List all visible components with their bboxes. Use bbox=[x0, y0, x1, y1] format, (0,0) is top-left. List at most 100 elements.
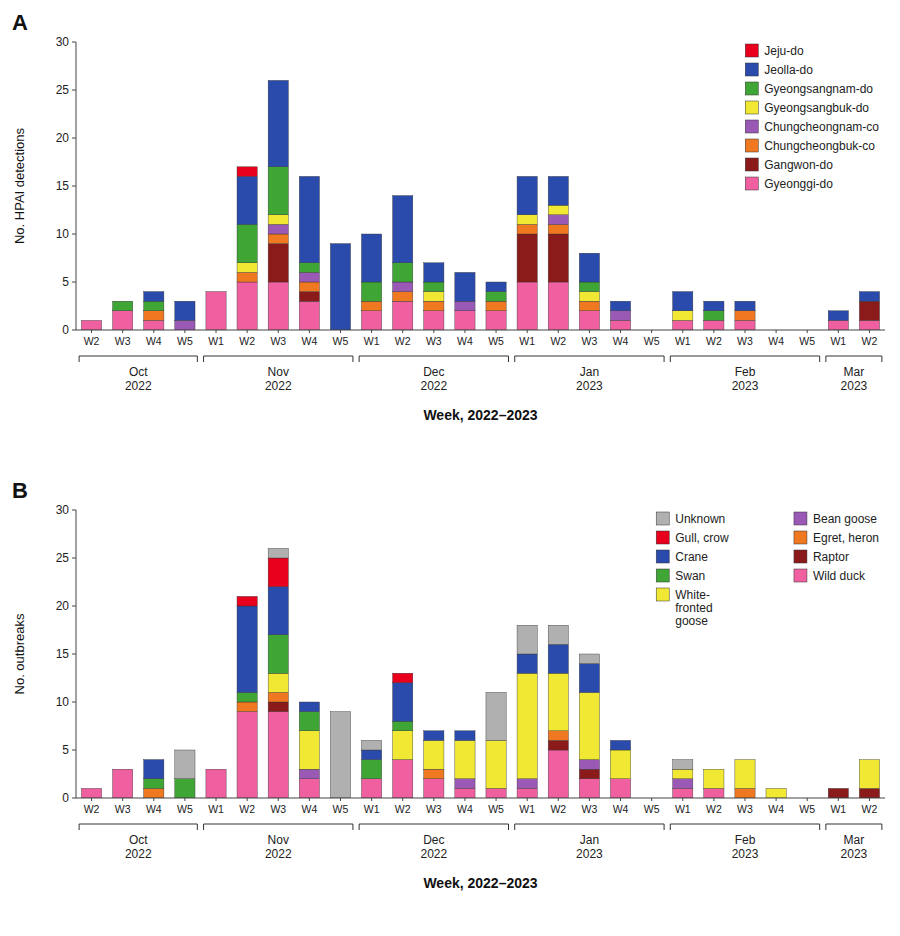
x-tick bbox=[807, 798, 808, 801]
legend-swatch bbox=[794, 550, 807, 563]
bar-segment bbox=[268, 80, 288, 166]
group-label-line: Feb bbox=[735, 365, 756, 379]
bar-segment bbox=[237, 596, 257, 597]
bar-segment bbox=[828, 311, 848, 321]
bar-segment bbox=[859, 759, 879, 760]
bar-segment bbox=[735, 760, 755, 789]
x-tick-label: W5 bbox=[333, 803, 349, 815]
bar-segment bbox=[455, 740, 475, 778]
bar-segment bbox=[144, 292, 164, 302]
bar-segment bbox=[548, 176, 568, 205]
bar-segment bbox=[610, 320, 630, 330]
x-tick bbox=[869, 798, 870, 801]
group-bracket-end bbox=[359, 824, 360, 830]
legend-swatch bbox=[794, 569, 807, 582]
legend-label: Jeju-do bbox=[764, 44, 804, 58]
bar-segment bbox=[237, 167, 257, 177]
bar-segment bbox=[299, 272, 319, 282]
x-axis-line bbox=[76, 798, 885, 799]
group-label-line: 2022 bbox=[420, 379, 447, 393]
bar-segment bbox=[610, 740, 630, 741]
x-tick bbox=[558, 330, 559, 333]
bar-segment bbox=[237, 596, 257, 606]
x-tick bbox=[651, 330, 652, 333]
bar-segment bbox=[735, 759, 755, 760]
legend: UnknownGull, crowCraneSwanWhite-frontedg… bbox=[656, 512, 879, 628]
x-tick bbox=[464, 330, 465, 333]
legend-label-line: Swan bbox=[675, 569, 705, 583]
bar-segment bbox=[424, 730, 444, 731]
bar-segment bbox=[579, 779, 599, 798]
bar-segment bbox=[299, 176, 319, 262]
bar-segment bbox=[113, 769, 133, 770]
legend-label: Chungcheongnam-co bbox=[764, 120, 879, 134]
bar-segment bbox=[735, 301, 755, 311]
bar-segment bbox=[859, 301, 879, 320]
group-label: Mar2023 bbox=[841, 833, 868, 861]
bar-segment bbox=[579, 282, 599, 292]
bar-segment bbox=[828, 788, 848, 789]
legend-column: Jeju-doJeolla-doGyeongsangnam-doGyeongsa… bbox=[745, 44, 879, 191]
group-label-line: 2023 bbox=[576, 379, 603, 393]
group-label-line: Jan bbox=[580, 833, 599, 847]
x-tick-label: W3 bbox=[270, 803, 286, 815]
bar-segment bbox=[455, 788, 475, 798]
x-tick-label: W5 bbox=[644, 803, 660, 815]
bar-segment bbox=[517, 234, 537, 282]
group-bracket-end bbox=[79, 356, 80, 362]
bar-segment bbox=[424, 730, 444, 731]
legend-swatch bbox=[745, 158, 758, 171]
bars bbox=[81, 80, 879, 330]
bar-segment bbox=[517, 654, 537, 673]
bar-segment bbox=[113, 769, 133, 798]
legend-label: Egret, heron bbox=[813, 531, 879, 545]
bar-segment bbox=[361, 234, 381, 282]
x-tick-label: W4 bbox=[457, 803, 473, 815]
bar-segment bbox=[237, 263, 257, 273]
group-label: Jan2023 bbox=[576, 833, 603, 861]
bar-segment bbox=[455, 272, 475, 273]
group-label-line: Jan bbox=[580, 365, 599, 379]
x-tick bbox=[776, 798, 777, 801]
bar-segment bbox=[579, 253, 599, 282]
panel: 051015202530W2W3W4W5W1W2W3W4W5W1W2W3W4W5… bbox=[12, 478, 885, 891]
y-tick bbox=[72, 90, 76, 91]
x-tick bbox=[433, 798, 434, 801]
bar-segment bbox=[361, 760, 381, 779]
legend-label-line: Wild duck bbox=[813, 569, 866, 583]
bar-segment bbox=[610, 740, 630, 750]
bar-segment bbox=[424, 263, 444, 282]
group-label-line: Mar bbox=[844, 365, 865, 379]
group-label-line: Dec bbox=[423, 365, 444, 379]
x-tick-label: W2 bbox=[862, 335, 878, 347]
bar-segment bbox=[859, 759, 879, 760]
bar-segment bbox=[206, 769, 226, 770]
legend-label: Gyeongsangbuk-do bbox=[764, 101, 869, 115]
group-label: Mar2023 bbox=[841, 365, 868, 393]
bar-segment bbox=[268, 282, 288, 330]
legend-swatch bbox=[656, 588, 669, 601]
legend-label: Gangwon-do bbox=[764, 158, 833, 172]
y-tick-label: 30 bbox=[56, 35, 70, 49]
x-tick-label: W1 bbox=[519, 335, 535, 347]
bar-segment bbox=[361, 311, 381, 330]
x-tick-label: W2 bbox=[395, 803, 411, 815]
legend-label: Jeolla-do bbox=[764, 63, 813, 77]
x-tick bbox=[807, 330, 808, 333]
panel-title: B bbox=[12, 478, 28, 503]
bar-segment bbox=[828, 788, 848, 789]
bar-segment bbox=[299, 769, 319, 779]
x-tick-label: W2 bbox=[84, 335, 100, 347]
bar-segment bbox=[424, 740, 444, 769]
bar-segment bbox=[393, 301, 413, 330]
group-label-line: Nov bbox=[268, 365, 289, 379]
group-label: Jan2023 bbox=[576, 365, 603, 393]
group-bracket bbox=[826, 356, 882, 357]
group-label-line: 2023 bbox=[576, 847, 603, 861]
group-bracket-end bbox=[825, 356, 826, 362]
group-label: Feb2023 bbox=[732, 833, 759, 861]
bar-segment bbox=[828, 788, 848, 789]
bar-segment bbox=[704, 769, 724, 770]
group-bracket-end bbox=[514, 824, 515, 830]
x-tick-label: W5 bbox=[488, 335, 504, 347]
